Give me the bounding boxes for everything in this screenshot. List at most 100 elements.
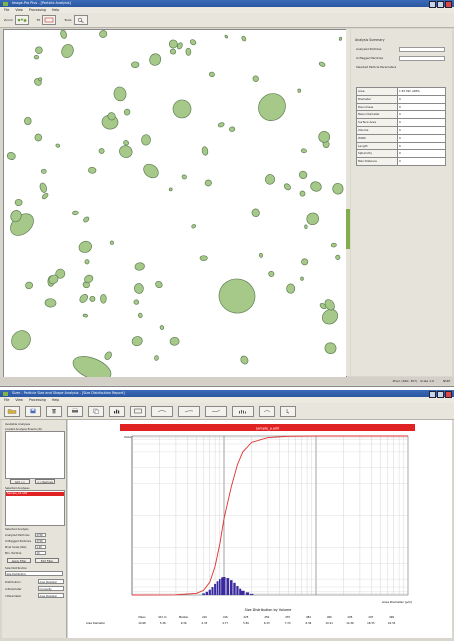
- stats-header: Std. D.: [158, 615, 167, 619]
- distribution-select[interactable]: Size Distribution: [5, 571, 63, 576]
- parameter-row: Diameter 0: [356, 94, 446, 104]
- particle: [259, 252, 263, 258]
- menu-file[interactable]: File: [4, 8, 10, 12]
- menu-view-2[interactable]: View: [15, 398, 23, 402]
- particle: [89, 295, 96, 302]
- minimize-button-2[interactable]: [429, 391, 436, 398]
- particle: [168, 39, 178, 49]
- bars-tool[interactable]: [232, 405, 254, 417]
- sel-label-0: Distribution: [5, 580, 21, 584]
- row-value-2[interactable]: 1.00: [35, 544, 46, 549]
- histogram-icon: [114, 409, 120, 414]
- unflagged-particles-field: [399, 55, 445, 61]
- stats-header: d95: [348, 615, 353, 619]
- particle: [318, 61, 326, 67]
- histogram-bar: [239, 588, 242, 595]
- sel-select-2[interactable]: Area Diameter: [38, 593, 64, 598]
- parameter-row: Sphericity 0: [356, 149, 446, 159]
- stats-value: 6.33: [264, 621, 270, 625]
- stats-header: d16: [223, 615, 228, 619]
- stats-value: 9.36: [181, 621, 187, 625]
- fit-tool-button[interactable]: [42, 15, 57, 25]
- stats-value: 5.36: [160, 621, 166, 625]
- histogram-view-button[interactable]: [109, 405, 125, 417]
- selected-analyses-list[interactable]: Sample_01.A00: [5, 490, 65, 526]
- particle: [82, 313, 88, 318]
- delete-button[interactable]: [46, 405, 62, 417]
- curve-tool-3[interactable]: [205, 405, 227, 417]
- menu-file-2[interactable]: File: [4, 398, 10, 402]
- particle: [99, 30, 108, 38]
- curve-tool-2[interactable]: [178, 405, 200, 417]
- menu-processing[interactable]: Processing: [28, 8, 46, 12]
- maximize-button-2[interactable]: [437, 391, 444, 398]
- frame-view-button[interactable]: [130, 405, 146, 417]
- particle: [60, 30, 67, 39]
- sel-label-1: X-Parameter: [5, 587, 22, 591]
- menu-help-2[interactable]: Help: [51, 398, 60, 402]
- parameter-label: Roundness: [356, 102, 398, 112]
- curve-icon: [157, 410, 167, 413]
- edit-filter-button[interactable]: Edit Filter: [35, 558, 59, 563]
- trash-icon: [52, 409, 56, 414]
- help-button[interactable]: [280, 405, 296, 417]
- curve-tool-1[interactable]: [151, 405, 173, 417]
- parameter-value: 0: [397, 125, 446, 135]
- minimize-button[interactable]: [429, 1, 436, 8]
- magnifier-tool-button[interactable]: [73, 15, 88, 25]
- particle: [319, 303, 327, 310]
- particle: [299, 170, 308, 180]
- particle: [159, 325, 165, 330]
- histogram-bar: [208, 589, 211, 595]
- status-position: Pixel: (620, 307) · Scale 1:0: [392, 379, 434, 383]
- parameter-label: Length: [356, 141, 398, 151]
- particle: [39, 182, 47, 193]
- particle: [44, 298, 57, 308]
- apply-filter-button[interactable]: Apply Filter: [7, 558, 31, 563]
- scrollbar-thumb[interactable]: [346, 209, 350, 249]
- particle: [138, 312, 143, 319]
- add-button[interactable]: Add >>: [10, 479, 30, 484]
- copy-button[interactable]: [88, 405, 104, 417]
- top-statusbar: Pixel: (620, 307) · Scale 1:0 NUM: [0, 377, 454, 385]
- menu-help[interactable]: Help: [51, 8, 60, 12]
- particle-image-view[interactable]: [3, 29, 347, 378]
- selected-analysis-item[interactable]: Sample_01.A00: [6, 492, 64, 496]
- parameter-label: Diameter: [356, 94, 398, 104]
- image-scrollbar[interactable]: [346, 29, 350, 376]
- particle: [321, 308, 339, 325]
- parameter-value: 0: [397, 118, 446, 127]
- particle: [217, 122, 225, 128]
- particle: [286, 283, 296, 294]
- close-button-2[interactable]: [445, 391, 452, 398]
- row-value-3[interactable]: 10: [35, 550, 46, 555]
- bottom-titlebar: Sizer - Particle Size and Shape Analysis…: [0, 390, 454, 398]
- remove-button[interactable]: << Remove: [35, 479, 55, 484]
- zoom-tool-button[interactable]: [14, 15, 29, 25]
- parameter-value: 0: [397, 149, 446, 159]
- particle: [332, 182, 344, 195]
- menu-processing-2[interactable]: Processing: [28, 398, 46, 402]
- close-button[interactable]: [445, 1, 452, 8]
- arrow-tool[interactable]: [259, 405, 275, 417]
- save-button[interactable]: [25, 405, 41, 417]
- sel-label-2: Y-Parameter: [5, 594, 22, 598]
- stats-header: d75: [285, 615, 290, 619]
- histogram-bar: [250, 593, 254, 595]
- sel-select-1[interactable]: Circularity: [38, 586, 64, 591]
- stats-value: 14.36: [346, 621, 354, 625]
- parameter-row: Area 1.50 Mm AREA: [356, 87, 446, 96]
- particle: [189, 39, 197, 46]
- particle: [6, 152, 16, 160]
- particle: [55, 143, 61, 148]
- menu-view[interactable]: View: [15, 8, 23, 12]
- available-analyses-list[interactable]: [5, 431, 65, 479]
- open-folder-button[interactable]: [4, 405, 20, 417]
- sel-select-0[interactable]: Area Diameter: [38, 579, 64, 584]
- particle: [149, 53, 162, 66]
- row-label-0: Analyzed Particles: [5, 533, 30, 537]
- print-button[interactable]: [67, 405, 83, 417]
- curve-icon-2: [184, 410, 194, 413]
- maximize-button[interactable]: [437, 1, 444, 8]
- particle: [169, 48, 177, 55]
